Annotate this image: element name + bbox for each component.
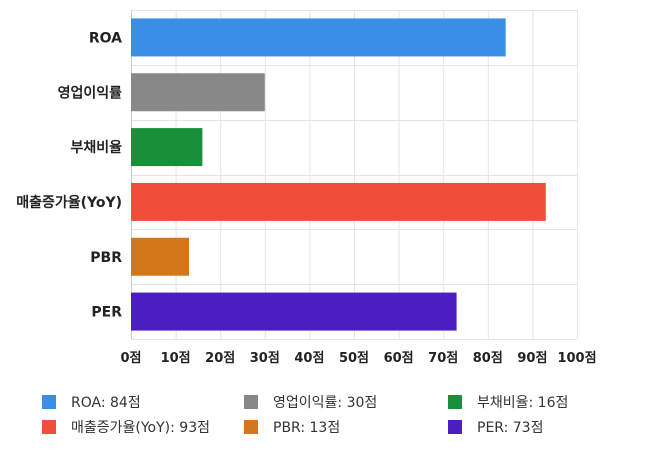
x-tick-label: 90점	[517, 351, 547, 366]
legend-swatch	[244, 395, 258, 409]
legend-item: 영업이익률: 30점	[244, 392, 377, 412]
legend-label: PER: 73점	[477, 420, 544, 436]
x-tick-label: 40점	[294, 351, 324, 366]
legend-label: 부채비율: 16점	[477, 395, 569, 411]
x-tick-label: 100점	[557, 351, 596, 366]
category-label: PBR	[90, 250, 122, 266]
category-label: 영업이익률	[58, 84, 123, 101]
x-tick-label: 10점	[161, 351, 191, 366]
bar	[131, 73, 265, 112]
category-label: 매출증가율(YoY)	[16, 194, 122, 211]
legend-item: 부채비율: 16점	[448, 392, 568, 412]
x-tick-label: 70점	[428, 351, 458, 366]
x-tick-label: 60점	[384, 351, 414, 366]
legend-item: PER: 73점	[448, 417, 543, 437]
x-tick-label: 20점	[205, 351, 235, 366]
bar	[131, 18, 506, 57]
legend-swatch	[448, 395, 462, 409]
legend-swatch	[448, 420, 462, 434]
legend-item: ROA: 84점	[42, 392, 141, 412]
x-tick-label: 50점	[339, 351, 369, 366]
bars	[131, 18, 546, 331]
legend-item: 매출증가율(YoY): 93점	[42, 417, 210, 437]
legend-label: ROA: 84점	[71, 395, 141, 411]
legend-swatch	[42, 420, 56, 434]
legend-label: 영업이익률: 30점	[273, 395, 378, 411]
bar	[131, 237, 189, 276]
legend-item: PBR: 13점	[244, 417, 340, 437]
legend-swatch	[42, 395, 56, 409]
bar	[131, 292, 457, 331]
legend-label: 매출증가율(YoY): 93점	[71, 420, 210, 436]
category-label: ROA	[89, 30, 122, 46]
bar	[131, 128, 203, 167]
legend-swatch	[244, 420, 258, 434]
x-tick-labels: 0점 10점 20점 30점 40점 50점 60점 70점 80점 90점 100점	[120, 351, 596, 366]
category-label: 부채비율	[70, 139, 122, 156]
bar	[131, 182, 546, 221]
legend-label: PBR: 13점	[273, 420, 341, 436]
x-tick-label: 0점	[120, 351, 141, 366]
grid-lines	[131, 10, 578, 340]
x-tick-label: 80점	[473, 351, 503, 366]
category-label: PER	[91, 305, 122, 321]
x-tick-label: 30점	[250, 351, 280, 366]
